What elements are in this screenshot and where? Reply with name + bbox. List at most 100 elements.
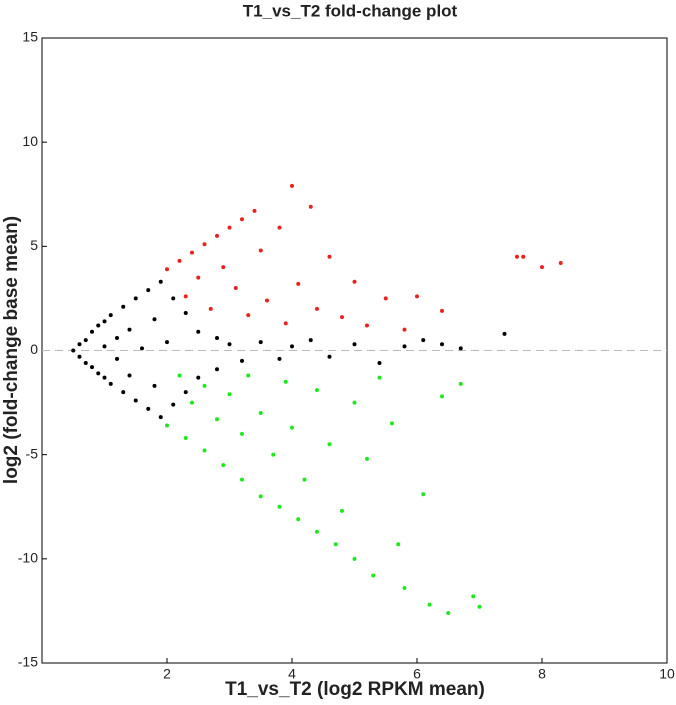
point (390, 421, 394, 426)
point (327, 442, 332, 447)
point (502, 331, 507, 336)
y-tick-label: 0 (30, 341, 38, 357)
point (377, 375, 382, 380)
point (215, 417, 219, 422)
point (196, 375, 201, 380)
point (308, 338, 313, 343)
point (540, 265, 544, 270)
point (127, 373, 132, 378)
point (365, 323, 369, 328)
point (365, 456, 369, 461)
point (383, 296, 388, 301)
point (427, 602, 432, 607)
point (315, 388, 319, 393)
point (83, 361, 88, 365)
point (77, 354, 82, 359)
point (96, 323, 101, 328)
y-tick-label: 15 (22, 29, 38, 45)
point (352, 279, 357, 284)
point (315, 306, 319, 311)
point (402, 344, 407, 349)
point (190, 400, 194, 405)
point (458, 346, 463, 351)
point (377, 361, 382, 365)
chart-title: T1_vs_T2 fold-change plot (243, 1, 458, 20)
point (146, 406, 151, 411)
x-tick-label: 8 (538, 666, 546, 682)
point (202, 383, 207, 388)
point (296, 517, 301, 522)
point (421, 492, 426, 497)
point (521, 254, 526, 259)
point (283, 321, 288, 326)
point (152, 383, 157, 388)
point (402, 327, 407, 332)
point (140, 346, 144, 351)
point (108, 381, 113, 386)
point (415, 294, 419, 299)
point (440, 308, 444, 313)
y-tick-label: -10 (18, 550, 38, 566)
point (352, 400, 357, 405)
point (158, 279, 163, 284)
point (327, 254, 332, 259)
point (90, 365, 94, 370)
point (196, 275, 201, 280)
point (290, 344, 294, 349)
point (240, 358, 244, 363)
point (152, 317, 157, 322)
point (290, 183, 294, 188)
y-tick-label: 10 (22, 133, 38, 149)
point (96, 371, 101, 376)
point (402, 586, 407, 590)
y-tick-label: -15 (18, 654, 38, 670)
point (165, 267, 169, 272)
x-tick-label: 10 (659, 666, 675, 682)
point (308, 204, 313, 209)
point (90, 329, 94, 334)
point (258, 411, 263, 415)
point (258, 494, 263, 499)
point (221, 463, 226, 468)
point (215, 336, 219, 340)
point (340, 508, 344, 513)
point (127, 327, 132, 332)
point (121, 390, 126, 395)
point (183, 294, 188, 299)
point (240, 477, 244, 482)
point (227, 225, 232, 230)
point (283, 379, 288, 384)
point (133, 398, 138, 403)
point (315, 529, 319, 534)
point (477, 604, 482, 609)
point (215, 233, 219, 238)
point (208, 306, 213, 311)
point (352, 556, 357, 561)
point (165, 423, 169, 428)
point (271, 452, 276, 457)
point (227, 342, 232, 347)
point (221, 265, 226, 270)
point (183, 436, 188, 440)
point (327, 354, 332, 359)
point (290, 425, 294, 430)
point (258, 248, 263, 253)
point (515, 254, 519, 259)
point (115, 336, 119, 340)
point (102, 344, 107, 349)
point (121, 304, 126, 309)
point (202, 242, 207, 247)
x-tick-label: 6 (413, 666, 421, 682)
point (102, 375, 107, 380)
point (133, 296, 138, 301)
point (227, 392, 232, 397)
point (458, 381, 463, 386)
point (83, 338, 88, 343)
y-axis-label: log2 (fold-change base mean) (1, 216, 22, 484)
point (340, 315, 344, 320)
point (396, 542, 401, 547)
point (240, 431, 244, 436)
point (440, 342, 444, 347)
y-tick-label: -5 (26, 445, 39, 461)
point (183, 390, 188, 395)
